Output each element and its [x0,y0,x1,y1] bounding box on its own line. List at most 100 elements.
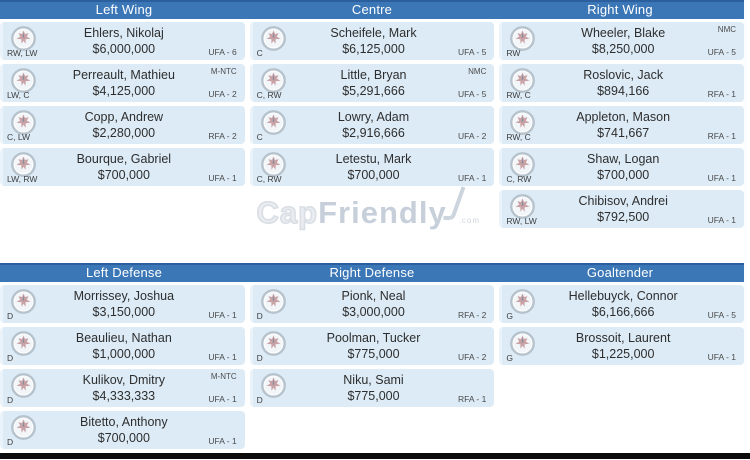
player-name-link[interactable]: Shaw, Logan [587,152,660,166]
player-info: Lowry, Adam $2,916,666 [253,109,495,141]
player-card-poolman-tucker[interactable]: D Poolman, Tucker $775,000 UFA - 2 [249,327,495,365]
player-info: Appleton, Mason $741,667 [502,109,744,141]
player-name-link[interactable]: Perreault, Mathieu [72,68,175,82]
player-expiry-status: UFA - 1 [707,215,737,225]
player-info: Wheeler, Blake $8,250,000 [502,25,744,57]
player-info: Poolman, Tucker $775,000 [253,330,495,362]
player-expiry-status: UFA - 2 [458,352,487,362]
player-positions: RW, LW [506,216,537,226]
player-info: Niku, Sami $775,000 [253,372,495,404]
team-logo-icon [11,415,36,440]
player-card-wheeler-blake[interactable]: RW Wheeler, Blake $8,250,000 NMC UFA - 5 [499,22,745,60]
team-logo-icon [11,26,36,51]
player-card-ehlers-nikolaj[interactable]: RW, LW Ehlers, Nikolaj $6,000,000 UFA - 6 [0,22,245,60]
player-card-chibisov-andrei[interactable]: RW, LW Chibisov, Andrei $792,500 UFA - 1 [499,190,745,228]
column-header-right-wing: Right Wing [587,2,653,17]
player-name-link[interactable]: Kulikov, Dmitry [82,373,166,387]
depth-column-centre: C Scheifele, Mark $6,125,000 UFA - 5 C, RW Li… [249,22,495,228]
player-card-brossoit-laurent[interactable]: G Brossoit, Laurent $1,225,000 UFA - 1 [499,327,745,365]
player-name-link[interactable]: Roslovic, Jack [583,68,664,82]
player-salary: $700,000 [347,168,400,182]
player-name-link[interactable]: Letestu, Mark [335,152,412,166]
column-header-right-defense: Right Defense [329,265,415,280]
depth-column-left-defense: D Morrissey, Joshua $3,150,000 UFA - 1 D Beau… [0,285,245,449]
player-info: Hellebuyck, Connor $6,166,666 [502,288,744,320]
player-card-perreault-mathieu[interactable]: LW, C Perreault, Mathieu $4,125,000 M-NTC UF… [0,64,245,102]
column-header-left-wing: Left Wing [95,2,153,17]
player-positions: C, RW [256,90,282,100]
player-expiry-status: UFA - 5 [707,310,737,320]
team-logo-icon [260,373,286,398]
player-card-roslovic-jack[interactable]: RW, C Roslovic, Jack $894,166 RFA - 1 [499,64,745,102]
depth-column-right-defense: D Pionk, Neal $3,000,000 RFA - 2 D Poolman, T… [249,285,495,449]
player-salary: $8,250,000 [591,42,655,56]
team-logo-icon [260,68,286,93]
team-logo-icon [510,110,536,135]
watermark-friendly-text: Friendly [318,195,447,230]
player-card-shaw-logan[interactable]: C, RW Shaw, Logan $700,000 UFA - 1 [499,148,745,186]
player-name-link[interactable]: Wheeler, Blake [581,26,666,40]
player-card-lowry-adam[interactable]: C Lowry, Adam $2,916,666 UFA - 2 [249,106,495,144]
player-expiry-status: UFA - 1 [707,352,737,362]
team-logo-icon [260,26,286,51]
player-info: Roslovic, Jack $894,166 [502,67,744,99]
player-positions: C, LW [7,132,30,142]
player-card-hellebuyck-connor[interactable]: G Hellebuyck, Connor $6,166,666 UFA - 5 [499,285,745,323]
player-positions: C [256,132,263,142]
player-name-link[interactable]: Morrissey, Joshua [73,289,175,303]
player-name-link[interactable]: Bitetto, Anthony [80,415,168,429]
player-info: Copp, Andrew $2,280,000 [3,109,245,141]
player-card-bitetto-anthony[interactable]: D Bitetto, Anthony $700,000 UFA - 1 [0,411,245,449]
player-name-link[interactable]: Chibisov, Andrei [578,194,668,208]
player-name-link[interactable]: Scheifele, Mark [330,26,417,40]
player-card-kulikov-dmitry[interactable]: D Kulikov, Dmitry $4,333,333 M-NTC UFA - 1 [0,369,245,407]
player-name-link[interactable]: Hellebuyck, Connor [568,289,678,303]
forwards-section: Left Wing Centre Right Wing RW, LW Ehlers, … [0,0,745,228]
bottom-edge-bar [0,453,750,459]
player-name-link[interactable]: Ehlers, Nikolaj [83,26,164,40]
player-card-little-bryan[interactable]: C, RW Little, Bryan $5,291,666 NMC UFA - 5 [249,64,495,102]
player-positions: G [506,311,513,321]
player-card-pionk-neal[interactable]: D Pionk, Neal $3,000,000 RFA - 2 [249,285,495,323]
team-logo-icon [260,152,286,177]
player-expiry-status: RFA - 1 [707,131,737,141]
player-name-link[interactable]: Poolman, Tucker [326,331,421,345]
player-expiry-status: RFA - 2 [458,310,487,320]
player-expiry-status: RFA - 1 [707,89,737,99]
player-salary: $1,225,000 [591,347,655,361]
player-positions: RW [506,48,521,58]
player-name-link[interactable]: Beaulieu, Nathan [75,331,172,345]
team-logo-icon [260,289,286,314]
player-card-niku-sami[interactable]: D Niku, Sami $775,000 RFA - 1 [249,369,495,407]
player-salary: $6,000,000 [92,42,156,56]
player-card-copp-andrew[interactable]: C, LW Copp, Andrew $2,280,000 RFA - 2 [0,106,245,144]
player-name-link[interactable]: Pionk, Neal [341,289,406,303]
player-positions: LW, RW [7,174,38,184]
player-name-link[interactable]: Little, Bryan [340,68,407,82]
player-name-link[interactable]: Niku, Sami [343,373,404,387]
player-name-link[interactable]: Bourque, Gabriel [76,152,172,166]
player-info: Brossoit, Laurent $1,225,000 [502,330,744,362]
team-logo-icon [510,152,536,177]
player-card-morrissey-joshua[interactable]: D Morrissey, Joshua $3,150,000 UFA - 1 [0,285,245,323]
player-expiry-status: UFA - 1 [707,173,737,183]
player-card-appleton-mason[interactable]: RW, C Appleton, Mason $741,667 RFA - 1 [499,106,745,144]
player-name-link[interactable]: Brossoit, Laurent [575,331,671,345]
player-info: Perreault, Mathieu $4,125,000 [3,67,245,99]
player-name-link[interactable]: Appleton, Mason [576,110,671,124]
player-name-link[interactable]: Copp, Andrew [84,110,164,124]
team-logo-icon [510,331,536,356]
player-expiry-status: UFA - 2 [458,131,487,141]
player-positions: D [7,395,14,405]
column-header-goaltender: Goaltender [586,265,654,280]
player-card-bourque-gabriel[interactable]: LW, RW Bourque, Gabriel $700,000 UFA - 1 [0,148,245,186]
team-logo-icon [260,331,286,356]
player-name-link[interactable]: Lowry, Adam [337,110,410,124]
player-card-letestu-mark[interactable]: C, RW Letestu, Mark $700,000 UFA - 1 [249,148,495,186]
player-card-scheifele-mark[interactable]: C Scheifele, Mark $6,125,000 UFA - 5 [249,22,495,60]
player-card-beaulieu-nathan[interactable]: D Beaulieu, Nathan $1,000,000 UFA - 1 [0,327,245,365]
player-info: Scheifele, Mark $6,125,000 [253,25,495,57]
team-logo-icon [510,26,536,51]
column-header-centre: Centre [351,2,393,17]
team-logo-icon [11,289,36,314]
